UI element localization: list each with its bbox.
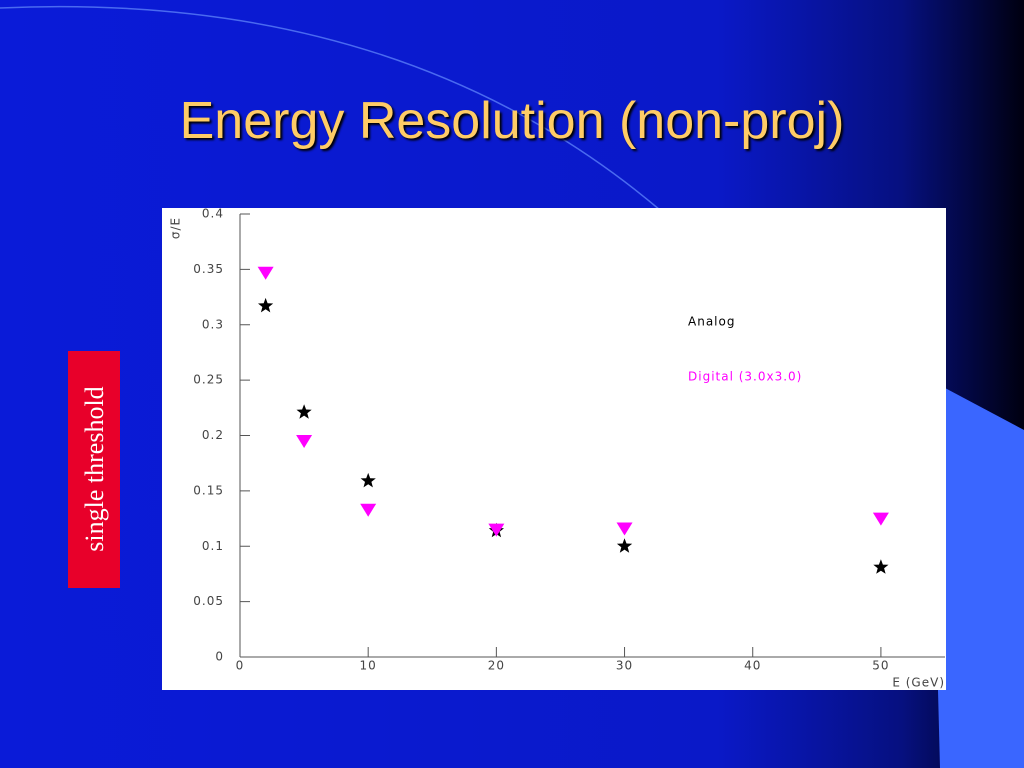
y-tick-label: 0.4 (202, 207, 224, 221)
triangle-marker (257, 266, 274, 280)
star-marker (360, 472, 376, 488)
x-tick-label: 30 (616, 659, 633, 673)
star-marker (258, 297, 274, 313)
triangle-marker (296, 435, 313, 449)
y-tick-label: 0.2 (202, 428, 224, 442)
y-tick-label: 0.25 (193, 373, 224, 387)
chart: 0 0.05 0.1 0.15 0.2 0.25 0.3 0.35 0.4 0 10 20 30 40 50… (169, 207, 945, 690)
decor-arc (0, 5, 661, 211)
x-tick-label: 0 (236, 659, 245, 673)
x-tick-label: 50 (872, 659, 889, 673)
x-tick-label: 10 (360, 659, 377, 673)
legend-entry: Digital (3.0x3.0) (688, 370, 802, 384)
triangle-marker (616, 522, 633, 536)
legend-entry: Analog (688, 315, 735, 329)
y-tick-label: 0.05 (193, 594, 224, 608)
chart-panel (162, 208, 946, 690)
side-label: single threshold (80, 386, 109, 551)
triangle-marker (360, 503, 377, 517)
y-tick-label: 0.3 (202, 317, 224, 331)
side-label-box (68, 351, 120, 588)
y-tick-label: 0.15 (193, 483, 224, 497)
x-axis-label: E (GeV) (892, 676, 945, 690)
x-tick-label: 40 (744, 659, 761, 673)
y-tick-label: 0 (215, 650, 224, 664)
star-marker (873, 559, 889, 574)
x-tick-label: 20 (488, 659, 505, 673)
triangle-marker (488, 523, 505, 537)
y-axis-label: σ/E (169, 217, 183, 239)
star-marker (296, 404, 312, 419)
star-marker (616, 538, 633, 553)
y-tick-label: 0.1 (202, 539, 224, 553)
slide-title: Energy Resolution (non-proj) (180, 92, 845, 150)
decor-shape (930, 380, 1024, 768)
triangle-marker (872, 512, 889, 526)
y-tick-label: 0.35 (193, 262, 224, 276)
